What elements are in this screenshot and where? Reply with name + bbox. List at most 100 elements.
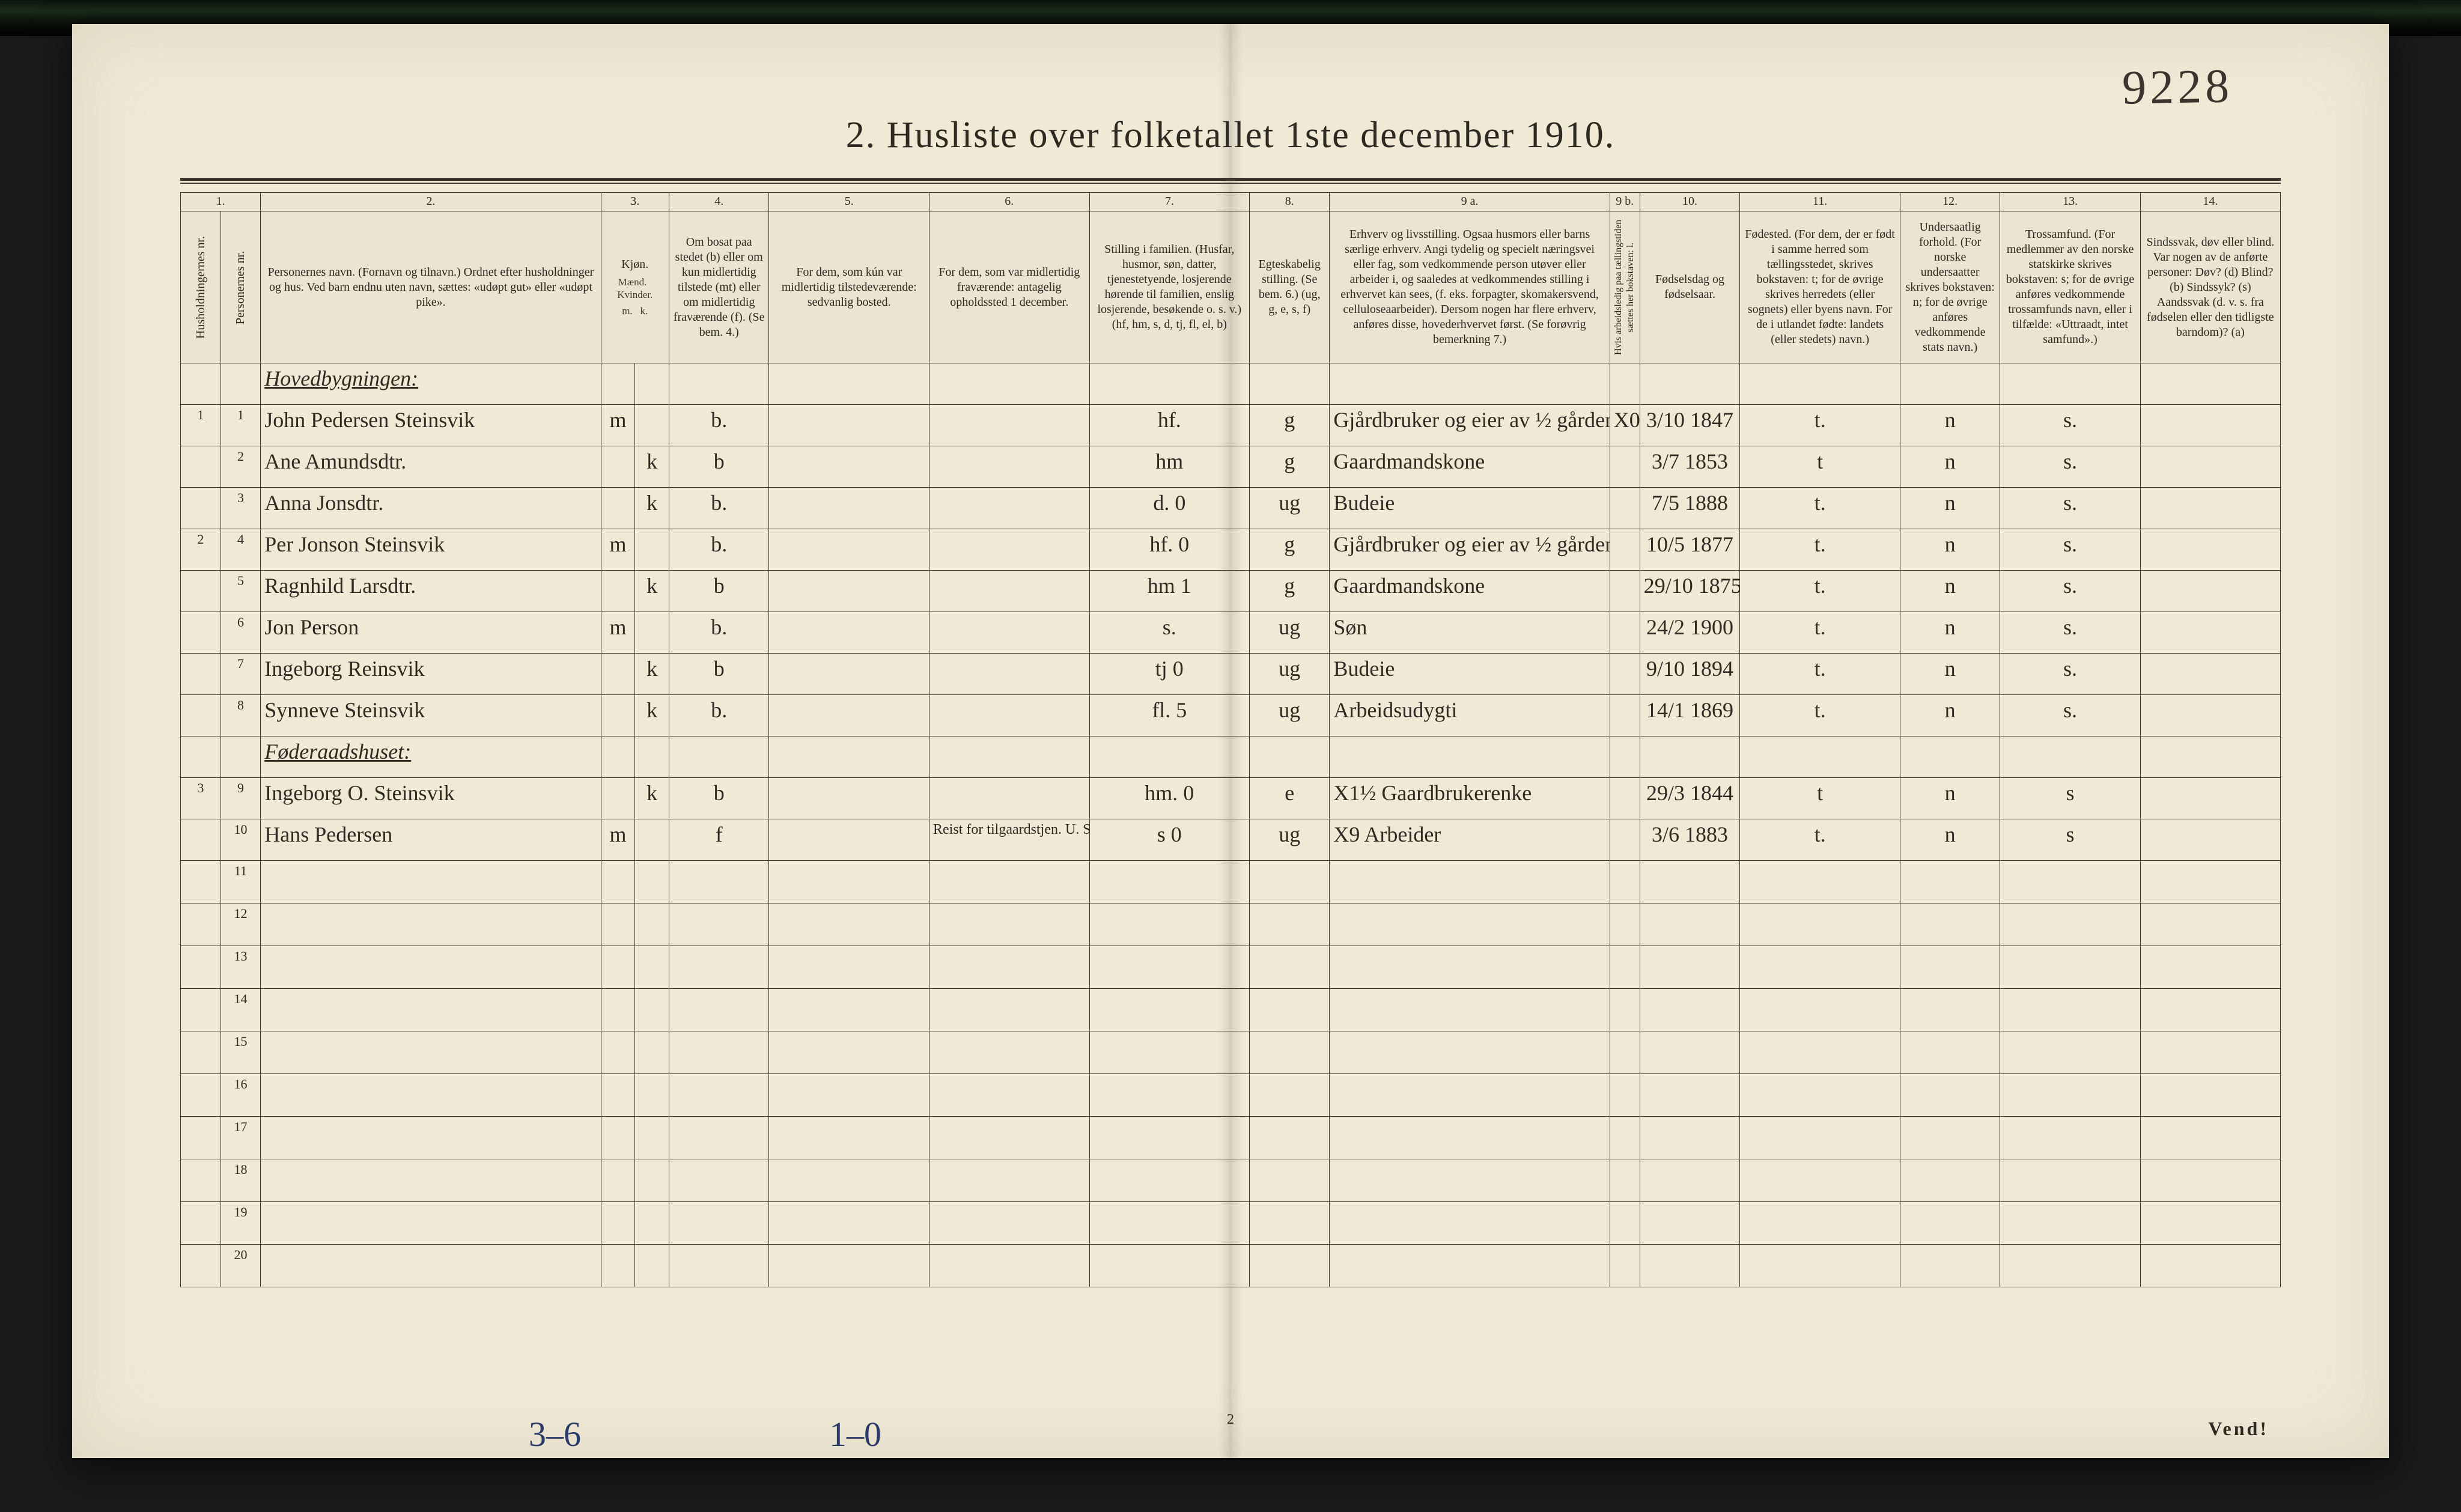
cell (1900, 1159, 2000, 1202)
cell (929, 989, 1090, 1031)
cell (669, 946, 769, 989)
section-row: Føderaadshuset: (181, 736, 2281, 778)
occupation: Gaardmandskone (1330, 571, 1610, 612)
cell (929, 695, 1090, 736)
cell (601, 861, 635, 903)
cell: n (1900, 529, 2000, 571)
cell (2140, 861, 2280, 903)
cell (1250, 1117, 1330, 1159)
cell (2000, 1031, 2140, 1074)
cell (1089, 1031, 1250, 1074)
cell (601, 1159, 635, 1202)
table-row: 8Synneve Steinsvikkb.fl. 5ugArbeidsudygt… (181, 695, 2281, 736)
cell (929, 363, 1090, 405)
col-name: Personernes navn. (Fornavn og tilnavn.) … (261, 211, 601, 363)
cell: 18 (221, 1159, 261, 1202)
cell: 3/10 1847 (1640, 405, 1740, 446)
cell: s. (2000, 488, 2140, 529)
col-household-no: Husholdningernes nr. (181, 211, 221, 363)
cell (1900, 1031, 2000, 1074)
cell: 2 (221, 446, 261, 488)
cell (929, 654, 1090, 695)
cell (669, 1159, 769, 1202)
section-label: Hovedbygningen: (261, 363, 601, 405)
table-row: 7Ingeborg Reinsvikkbtj 0ugBudeie9/10 189… (181, 654, 2281, 695)
table-body: Hovedbygningen:11John Pedersen Steinsvik… (181, 363, 2281, 1287)
cell (2140, 946, 2280, 989)
cell (1250, 736, 1330, 778)
cell (929, 571, 1090, 612)
person-name: Hans Pedersen (261, 819, 601, 861)
person-name: Anna Jonsdtr. (261, 488, 601, 529)
cell (221, 736, 261, 778)
cell (929, 1074, 1090, 1117)
cell: n (1900, 654, 2000, 695)
person-name: Per Jonson Steinsvik (261, 529, 601, 571)
occupation: Gjårdbruker og eier av ½ gården (1330, 529, 1610, 571)
cell (635, 903, 669, 946)
cell (2140, 1245, 2280, 1287)
cell: s. (2000, 571, 2140, 612)
table-row: 10Hans PedersenmfReist for tilgaardstjen… (181, 819, 2281, 861)
cell: 14/1 1869 (1640, 695, 1740, 736)
cell (601, 903, 635, 946)
cell (181, 1245, 221, 1287)
cell (1900, 1202, 2000, 1245)
cell (769, 778, 929, 819)
col-infirmity: Sindssvak, døv eller blind. Var nogen av… (2140, 211, 2280, 363)
cell (2000, 363, 2140, 405)
cell (769, 1074, 929, 1117)
cell (669, 1117, 769, 1159)
blank-row: 19 (181, 1202, 2281, 1245)
cell (1640, 1117, 1740, 1159)
cell: X0 (1610, 405, 1640, 446)
cell: s. (2000, 654, 2140, 695)
cell (181, 571, 221, 612)
cell (261, 1202, 601, 1245)
blank-row: 18 (181, 1159, 2281, 1202)
cell (261, 1159, 601, 1202)
cell (2140, 989, 2280, 1031)
colnum-8: 8. (1250, 193, 1330, 211)
cell (1740, 1031, 1900, 1074)
cell (635, 363, 669, 405)
cell (261, 989, 601, 1031)
cell (635, 1074, 669, 1117)
cell (1089, 1074, 1250, 1117)
cell: m (601, 405, 635, 446)
cell (1610, 363, 1640, 405)
cell: t. (1740, 654, 1900, 695)
cell (929, 1245, 1090, 1287)
colnum-3: 3. (601, 193, 669, 211)
cell (1610, 989, 1640, 1031)
column-number-row: 1. 2. 3. 4. 5. 6. 7. 8. 9 a. 9 b. 10. 11… (181, 193, 2281, 211)
cell: ug (1250, 695, 1330, 736)
cell (261, 1117, 601, 1159)
cell: 17 (221, 1117, 261, 1159)
cell (1330, 861, 1610, 903)
cell: n (1900, 571, 2000, 612)
colnum-12: 12. (1900, 193, 2000, 211)
table-row: 2Ane Amundsdtr.kbhmgGaardmandskone3/7 18… (181, 446, 2281, 488)
colnum-7: 7. (1089, 193, 1250, 211)
cell: 19 (221, 1202, 261, 1245)
blank-row: 20 (181, 1245, 2281, 1287)
cell (601, 1074, 635, 1117)
cell: tj 0 (1089, 654, 1250, 695)
col-birthplace: Fødested. (For dem, der er født i samme … (1740, 211, 1900, 363)
colnum-10: 10. (1640, 193, 1740, 211)
occupation: Gaardmandskone (1330, 446, 1610, 488)
cell: 2 (181, 529, 221, 571)
colnum-11: 11. (1740, 193, 1900, 211)
cell (1900, 903, 2000, 946)
cell (635, 1159, 669, 1202)
table-row: 5Ragnhild Larsdtr.kbhm 1gGaardmandskone2… (181, 571, 2281, 612)
cell (1089, 1159, 1250, 1202)
cell (1250, 861, 1330, 903)
cell: b (669, 778, 769, 819)
cell (2140, 819, 2280, 861)
cell (1610, 446, 1640, 488)
cell (2140, 1031, 2280, 1074)
cell (1640, 1159, 1740, 1202)
cell (1330, 363, 1610, 405)
